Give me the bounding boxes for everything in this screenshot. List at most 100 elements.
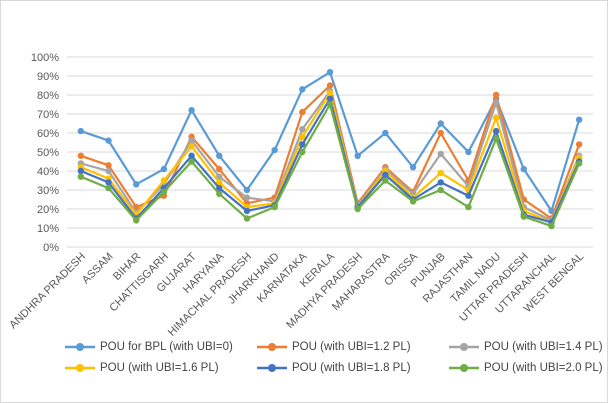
- data-point: [188, 143, 195, 150]
- data-point: [160, 165, 168, 173]
- legend-label: POU for BPL (with UBI=0): [100, 341, 233, 353]
- data-point: [133, 181, 140, 188]
- data-point: [271, 146, 278, 154]
- y-axis-tick-label: 100%: [31, 52, 59, 64]
- data-point: [326, 69, 334, 76]
- legend-item-4: POU (with UBI=1.8 PL): [257, 362, 449, 374]
- data-point: [326, 101, 334, 108]
- data-point: [77, 173, 85, 180]
- data-point: [575, 116, 583, 123]
- data-point: [326, 95, 334, 103]
- data-point: [492, 135, 500, 142]
- y-axis-tick-label: 80%: [37, 90, 59, 102]
- data-point: [243, 215, 251, 222]
- y-axis-tick-label: 90%: [37, 71, 59, 83]
- data-point: [188, 107, 195, 114]
- legend-item-3: POU (with UBI=1.6 PL): [65, 362, 257, 374]
- data-point: [409, 164, 417, 171]
- legend-item-5: POU (with UBI=2.0 PL): [449, 362, 607, 374]
- data-point: [243, 207, 251, 215]
- y-axis-tick-label: 40%: [37, 166, 59, 178]
- legend-line-marker-icon: [257, 364, 287, 372]
- data-point: [160, 188, 168, 196]
- data-point: [105, 179, 112, 186]
- data-point: [437, 186, 444, 194]
- data-point: [77, 167, 85, 175]
- data-point: [77, 152, 85, 159]
- data-point: [299, 133, 306, 140]
- y-axis-tick-label: 50%: [37, 147, 59, 159]
- legend-label: POU (with UBI=1.8 PL): [292, 362, 411, 374]
- legend-label: POU (with UBI=1.6 PL): [100, 362, 219, 374]
- data-point: [105, 137, 112, 144]
- data-point: [271, 203, 278, 211]
- data-point: [216, 165, 223, 173]
- data-point: [326, 89, 334, 97]
- data-point: [520, 213, 527, 220]
- data-point: [575, 160, 583, 167]
- data-point: [216, 184, 223, 192]
- x-axis-category-label: ASSAM: [80, 251, 116, 287]
- y-axis-tick-label: 70%: [37, 109, 59, 121]
- data-point: [437, 179, 444, 186]
- y-axis-tick-label: 10%: [37, 223, 59, 235]
- data-point: [243, 194, 251, 201]
- data-point: [216, 173, 223, 180]
- legend-item-0: POU for BPL (with UBI=0): [65, 341, 257, 353]
- data-point: [437, 120, 444, 127]
- chart-legend: POU for BPL (with UBI=0) POU (with UBI=1.…: [65, 341, 607, 374]
- data-point: [77, 127, 85, 135]
- data-point: [437, 129, 444, 137]
- y-axis-tick-label: 30%: [37, 185, 59, 197]
- legend-item-2: POU (with UBI=1.4 PL): [449, 341, 607, 353]
- data-point: [382, 129, 389, 137]
- data-point: [492, 99, 500, 106]
- data-point: [382, 171, 389, 178]
- legend-label: POU (with UBI=1.4 PL): [484, 341, 603, 353]
- data-point: [548, 222, 555, 230]
- data-point: [492, 91, 500, 99]
- data-point: [492, 127, 500, 135]
- legend-line-marker-icon: [65, 364, 95, 372]
- legend-label: POU (with UBI=2.0 PL): [484, 362, 603, 374]
- legend-line-marker-icon: [65, 343, 95, 351]
- legend-label: POU (with UBI=1.2 PL): [292, 341, 411, 353]
- data-point: [188, 158, 195, 165]
- data-point: [216, 179, 223, 186]
- data-point: [382, 177, 389, 184]
- data-point: [105, 167, 112, 175]
- data-point: [465, 203, 472, 211]
- y-axis-tick-label: 0%: [43, 242, 59, 254]
- data-point: [354, 205, 361, 213]
- pou-line-chart: 0% 10% 20% 30% 40% 50% 60% 70% 80% 90% 100% ANDHRA …: [7, 52, 593, 339]
- data-point: [188, 137, 195, 144]
- legend-line-marker-icon: [449, 364, 479, 372]
- data-point: [520, 165, 527, 173]
- data-point: [299, 108, 306, 116]
- data-point: [492, 114, 500, 122]
- data-point: [299, 126, 306, 133]
- legend-line-marker-icon: [257, 343, 287, 351]
- data-point: [409, 198, 417, 205]
- data-point: [299, 141, 306, 148]
- data-point: [326, 82, 334, 89]
- data-point: [133, 217, 140, 224]
- data-point: [354, 152, 361, 159]
- y-axis-tick-label: 20%: [37, 204, 59, 216]
- data-point: [299, 86, 306, 93]
- data-point: [105, 184, 112, 192]
- data-point: [105, 162, 112, 169]
- y-axis-tick-label: 60%: [37, 128, 59, 140]
- data-point: [437, 150, 444, 158]
- data-point: [216, 190, 223, 197]
- data-point: [465, 192, 472, 199]
- legend-line-marker-icon: [449, 343, 479, 351]
- data-point: [243, 186, 251, 194]
- data-point: [437, 169, 444, 177]
- data-point: [299, 148, 306, 156]
- data-point: [216, 152, 223, 159]
- x-axis-category-label: ANDHRA PRADESH: [7, 251, 88, 332]
- data-point: [575, 141, 583, 148]
- data-point: [160, 177, 168, 184]
